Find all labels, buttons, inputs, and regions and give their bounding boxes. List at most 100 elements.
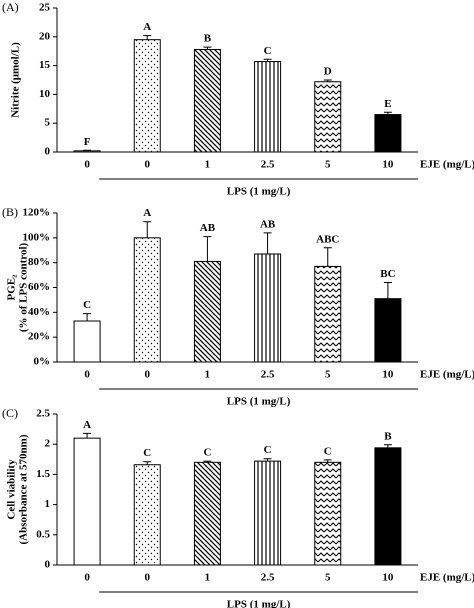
bar [374, 114, 402, 153]
significance-letter: AB [200, 222, 216, 234]
significance-letter: A [143, 21, 151, 33]
y-tick-label: 2.5 [36, 408, 50, 420]
x-tick-label: 10 [382, 369, 394, 381]
x-axis-label: EJE (mg/L) [420, 369, 474, 381]
y-tick-label: 1 [45, 498, 51, 510]
significance-letter: D [324, 66, 332, 78]
significance-letter: C [324, 445, 332, 457]
group-label: LPS (1 mg/L) [227, 186, 291, 198]
error-bar [143, 221, 152, 238]
error-bar [263, 58, 272, 62]
x-tick-label: 1 [205, 572, 211, 584]
x-tick-label: 0 [145, 572, 151, 584]
x-tick-label: 10 [382, 159, 394, 171]
error-bar [83, 149, 92, 151]
significance-letter: C [203, 447, 211, 459]
error-bar [323, 247, 332, 267]
y-tick-label: 0 [45, 559, 51, 571]
x-tick-label: 10 [382, 572, 394, 584]
x-tick-label: 5 [325, 159, 331, 171]
panel-label: (B) [2, 205, 18, 219]
significance-letter: ABC [316, 233, 339, 245]
y-tick-label: 0% [34, 356, 51, 368]
bar [254, 253, 282, 363]
error-bar [83, 432, 92, 439]
y-tick-label: 120% [23, 207, 51, 219]
bar [314, 265, 342, 363]
error-bar [383, 282, 392, 299]
significance-letter: B [384, 430, 392, 442]
significance-letter: C [143, 447, 151, 459]
y-tick-label: 25 [39, 2, 51, 14]
x-tick-label: 0 [84, 572, 90, 584]
significance-letter: F [84, 136, 91, 148]
bar [374, 447, 402, 566]
bar [133, 39, 161, 153]
panel-label: (C) [2, 406, 18, 420]
bar [73, 150, 101, 153]
y-axis-label: PGE₂ [6, 274, 18, 301]
error-bar [203, 46, 212, 50]
y-tick-label: 15 [39, 59, 51, 71]
error-bar [263, 232, 272, 254]
bar [133, 237, 161, 363]
y-tick-label: 80% [28, 256, 50, 268]
x-axis-label: EJE (mg/L) [420, 572, 474, 584]
significance-letter: A [83, 419, 91, 431]
bar [193, 461, 221, 566]
bar [254, 460, 282, 566]
bar [314, 461, 342, 566]
x-tick-label: 2.5 [261, 159, 275, 171]
significance-letter: AB [260, 218, 276, 230]
y-tick-label: 1.5 [36, 468, 50, 480]
bar [73, 437, 101, 566]
bar [254, 61, 282, 153]
y-tick-label: 20 [39, 30, 51, 42]
x-tick-label: 5 [325, 572, 331, 584]
error-bar [143, 35, 152, 40]
group-label: LPS (1 mg/L) [227, 599, 291, 608]
significance-letter: A [143, 207, 151, 219]
bar [193, 260, 221, 363]
panel-label: (A) [2, 0, 19, 14]
error-bar [323, 459, 332, 463]
x-axis-label: EJE (mg/L) [420, 159, 474, 171]
y-axis-label: (Absorbance at 570nm) [18, 434, 30, 544]
y-axis-label: Nitrite (μmol/L) [10, 42, 22, 118]
significance-letter: BC [380, 268, 395, 280]
bar [133, 464, 161, 566]
x-tick-label: 0 [145, 159, 151, 171]
y-tick-label: 20% [28, 331, 50, 343]
error-bar [383, 444, 392, 448]
x-tick-label: 1 [205, 159, 211, 171]
y-tick-label: 10 [39, 88, 51, 100]
y-tick-label: 5 [45, 117, 51, 129]
y-tick-label: 100% [23, 231, 51, 243]
y-tick-label: 2 [45, 438, 51, 450]
y-axis-label: (% of LPS control) [18, 243, 30, 333]
significance-letter: C [264, 444, 272, 456]
bar [73, 320, 101, 363]
x-tick-label: 2.5 [261, 369, 275, 381]
x-tick-label: 0 [145, 369, 151, 381]
y-axis-label: Cell viability [6, 459, 18, 520]
y-tick-label: 60% [28, 281, 50, 293]
error-bar [83, 313, 92, 322]
error-bar [263, 458, 272, 462]
error-bar [143, 461, 152, 465]
error-bar [203, 236, 212, 262]
group-label: LPS (1 mg/L) [227, 396, 291, 408]
error-bar [383, 111, 392, 115]
error-bar [323, 79, 332, 82]
y-tick-label: 0.5 [36, 528, 50, 540]
bar [374, 298, 402, 363]
y-tick-label: 40% [28, 306, 50, 318]
x-tick-label: 5 [325, 369, 331, 381]
y-tick-label: 0 [45, 146, 51, 158]
x-tick-label: 1 [205, 369, 211, 381]
bar [314, 81, 342, 153]
error-bar [203, 460, 212, 463]
x-tick-label: 0 [84, 369, 90, 381]
x-tick-label: 0 [84, 159, 90, 171]
